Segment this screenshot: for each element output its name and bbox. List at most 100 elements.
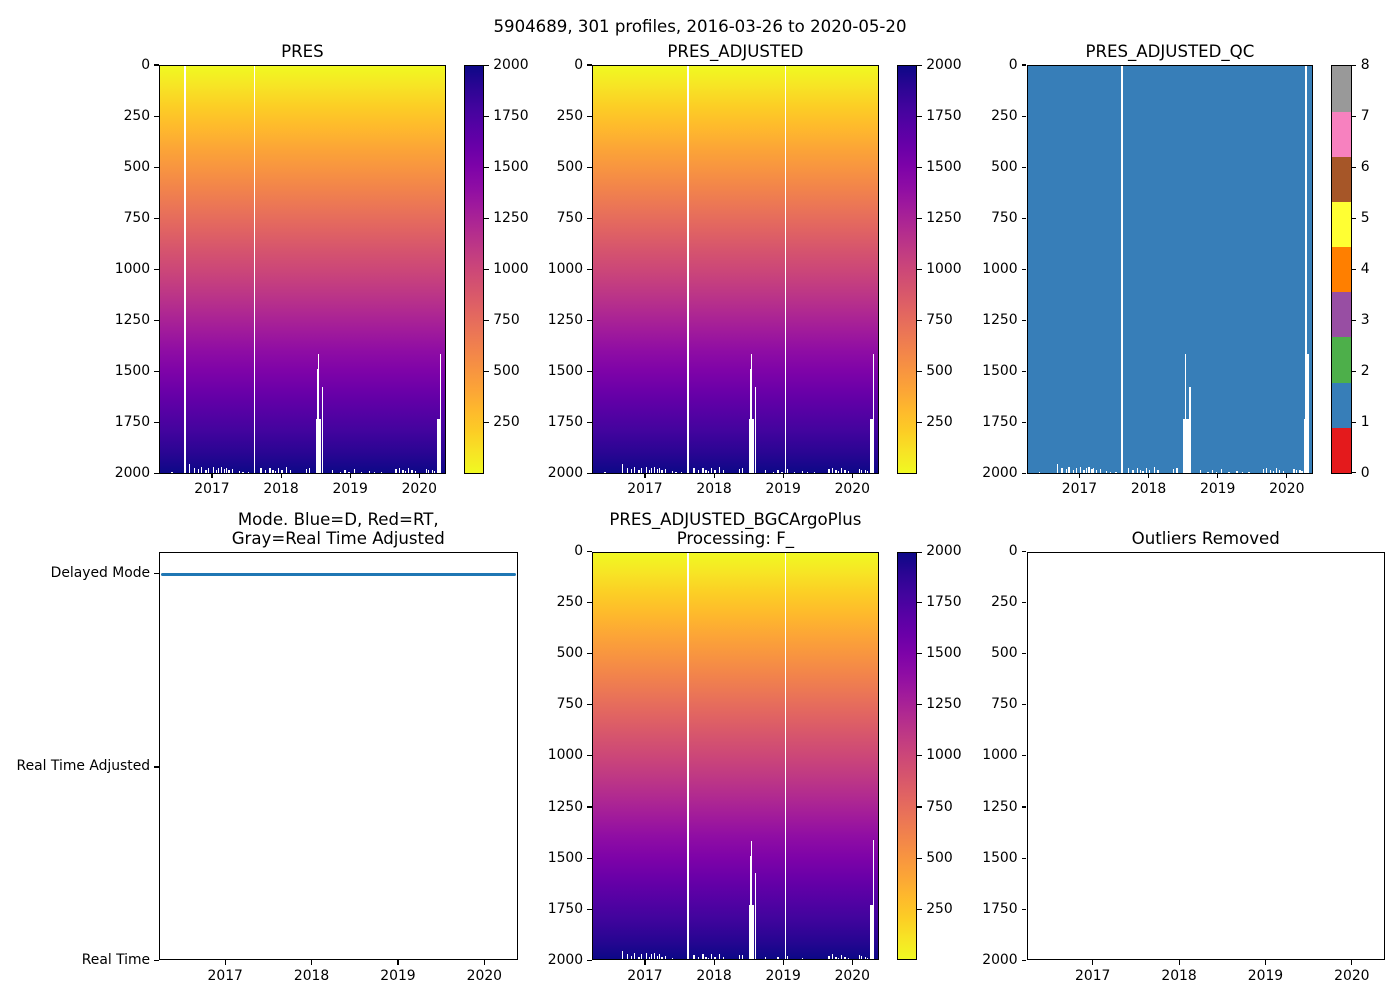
panel-pres-adjusted-qc-mesh xyxy=(1027,66,1313,473)
y-tick-label: 2000 xyxy=(982,465,1018,481)
profile-max-depth-mark xyxy=(395,469,397,473)
y-tick xyxy=(587,268,592,270)
colorbar-tick xyxy=(1351,217,1357,219)
missing-profile-gap xyxy=(1121,66,1123,473)
profile-max-depth-mark xyxy=(707,957,710,960)
profile-max-depth-mark xyxy=(656,956,659,960)
missing-profile-gap xyxy=(184,66,186,473)
profile-max-depth-mark xyxy=(405,470,407,473)
profile-max-depth-mark xyxy=(305,468,307,473)
profile-max-depth-mark xyxy=(205,470,207,473)
profile-max-depth-mark xyxy=(765,956,767,960)
profile-max-depth-mark xyxy=(648,470,651,473)
profile-max-depth-mark xyxy=(651,467,653,473)
colorbar-tick-label: 1750 xyxy=(926,594,962,611)
y-tick xyxy=(587,166,592,168)
y-tick-label: 500 xyxy=(556,158,584,175)
colorbar-tick-label: 500 xyxy=(926,362,953,379)
y-tick-label: 0 xyxy=(574,543,584,560)
profile-max-depth-mark xyxy=(741,955,744,960)
profile-max-depth-mark xyxy=(638,957,640,960)
profile-max-depth-mark xyxy=(653,953,656,960)
y-tick-label: 1250 xyxy=(114,311,151,328)
y-tick xyxy=(154,217,159,219)
profile-max-depth-mark xyxy=(1127,468,1130,473)
y-tick-label: 750 xyxy=(556,209,584,226)
profile-max-depth-mark xyxy=(1075,467,1077,473)
x-tick-label: 2019 xyxy=(765,481,801,498)
profile-max-depth-mark xyxy=(278,467,280,473)
profile-max-depth-mark xyxy=(1095,470,1098,473)
profile-max-depth-mark xyxy=(1091,469,1093,473)
colorbar-tick xyxy=(917,908,922,910)
x-tick-label: 2019 xyxy=(1247,968,1284,984)
profile-max-depth-mark xyxy=(848,958,850,960)
y-tick xyxy=(1021,806,1027,808)
panel-pres-title: PRES xyxy=(281,42,324,61)
profile-max-depth-mark xyxy=(641,954,643,960)
profile-max-depth-mark xyxy=(656,469,659,473)
y-tick xyxy=(154,64,159,66)
profile-max-depth-mark xyxy=(193,467,196,473)
colorbar-tick xyxy=(917,421,922,423)
profile-max-depth-mark xyxy=(866,957,869,960)
y-tick-label: 1000 xyxy=(982,260,1018,277)
colorbar-tick-label: 3 xyxy=(1360,311,1370,328)
x-tick-label: 2019 xyxy=(380,968,416,984)
y-tick-label: 250 xyxy=(991,107,1018,124)
x-tick xyxy=(713,473,715,479)
profile-max-depth-mark xyxy=(828,469,830,473)
colorbar-tick-label: 1000 xyxy=(493,260,529,277)
x-tick xyxy=(1217,473,1219,479)
profile-max-depth-mark xyxy=(831,954,833,960)
profile-max-depth-mark xyxy=(212,466,214,473)
profile-max-depth-mark xyxy=(398,467,400,473)
profile-max-depth-mark xyxy=(1301,470,1303,473)
profile-max-depth-mark xyxy=(1173,468,1175,473)
y-tick-label: 500 xyxy=(123,158,151,175)
y-tick-label: 1000 xyxy=(114,260,151,277)
y-tick-label: 1500 xyxy=(114,362,151,379)
y-tick-label: 750 xyxy=(991,209,1018,226)
profile-max-depth-mark xyxy=(786,469,788,473)
profile-max-depth-mark xyxy=(786,956,788,960)
y-tick-label: Real Time xyxy=(81,951,151,968)
x-tick-label: 2018 xyxy=(1130,481,1167,498)
colorbar-tick xyxy=(1351,472,1357,474)
colorbar-tick xyxy=(1351,370,1357,372)
x-tick xyxy=(418,473,420,479)
y-tick-label: 500 xyxy=(991,645,1018,662)
profile-max-depth-mark xyxy=(648,957,651,960)
profile-max-depth-mark xyxy=(693,955,695,960)
y-tick-label: 0 xyxy=(141,56,151,73)
y-tick xyxy=(1021,653,1027,655)
profile-max-depth-mark xyxy=(631,956,633,960)
profile-max-depth-mark xyxy=(264,470,267,473)
colorbar-tick xyxy=(917,268,922,270)
qc-colorbar-segment-1 xyxy=(1332,382,1351,428)
profile-max-depth-mark xyxy=(1176,468,1178,473)
x-tick-label: 2020 xyxy=(834,968,870,984)
colorbar-tick-label: 0 xyxy=(1360,465,1370,481)
y-tick-label: 2000 xyxy=(547,465,584,481)
y-tick xyxy=(587,959,592,961)
qc-colorbar-segment-3 xyxy=(1332,291,1351,338)
profile-max-depth-mark xyxy=(1061,467,1063,473)
profile-max-depth-mark xyxy=(645,953,647,960)
profile-max-depth-mark xyxy=(198,469,200,473)
profile-max-depth-mark xyxy=(741,468,744,473)
profile-max-depth-mark xyxy=(1148,470,1151,473)
profile-max-depth-mark xyxy=(697,470,700,473)
y-tick xyxy=(154,166,159,168)
profile-max-depth-mark xyxy=(428,469,430,473)
profile-max-depth-mark xyxy=(711,467,713,473)
profile-max-depth-mark xyxy=(411,470,413,473)
y-tick xyxy=(587,602,592,604)
y-tick xyxy=(587,319,592,321)
profile-max-depth-mark xyxy=(1139,470,1142,473)
colorbar-tick xyxy=(1351,115,1357,117)
colorbar-tick-label: 750 xyxy=(926,798,953,815)
colorbar-tick xyxy=(917,602,922,604)
y-tick-label: 0 xyxy=(1008,543,1018,560)
panel-pres-adjusted-qc-axes xyxy=(1026,65,1314,474)
